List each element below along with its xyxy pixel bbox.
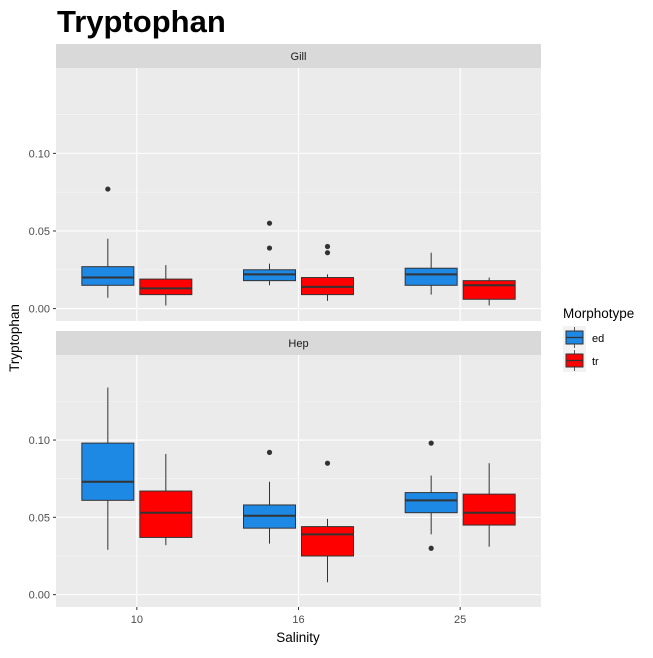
legend-label: tr <box>592 356 599 368</box>
y-tick-label: 0.10 <box>29 435 50 447</box>
box-body <box>404 492 458 514</box>
box-ed-10 <box>81 387 135 550</box>
y-tick-label: 0.00 <box>29 304 50 316</box>
y-tick-label: 0.00 <box>29 590 50 602</box>
facet-strip-label: Gill <box>291 51 307 63</box>
facet-strip-label: Hep <box>288 338 308 350</box>
box-body <box>81 266 135 286</box>
legend: ed tr <box>563 326 604 372</box>
outlier-point <box>105 186 111 192</box>
legend-item-ed: ed <box>563 326 604 349</box>
x-tick-label: 25 <box>454 614 466 626</box>
legend-title: Morphotype <box>563 306 634 321</box>
y-tick-label: 0.05 <box>29 512 50 524</box>
outlier-point <box>324 250 331 256</box>
outlier-point <box>324 460 331 466</box>
facet-strip <box>56 44 541 68</box>
x-tick-label: 16 <box>292 614 304 626</box>
y-tick-label: 0.10 <box>29 148 50 160</box>
legend-item-tr: tr <box>563 349 599 372</box>
y-tick-label: 0.05 <box>29 226 50 238</box>
box-body <box>81 442 135 501</box>
box-ed-25 <box>404 252 458 295</box>
x-tick-label: 10 <box>131 614 143 626</box>
box-body <box>462 493 516 526</box>
box-body <box>404 267 458 286</box>
x-axis-title: Salinity <box>276 630 320 645</box>
outlier-point <box>266 220 273 226</box>
box-body <box>462 280 516 300</box>
box-ed-10 <box>81 186 135 298</box>
facet-panels: Gill 0.00 0.05 0.10 Hep 0.00 0.05 0.10 10 16 25 <box>29 44 541 626</box>
box-tr-16 <box>301 243 354 301</box>
outlier-point <box>266 245 273 251</box>
box-ed-16 <box>243 220 296 286</box>
facet-panel-hep: Hep 0.00 0.05 0.10 <box>29 331 541 607</box>
outlier-point <box>428 440 434 446</box>
outlier-point <box>428 545 434 551</box>
box-tr-10 <box>139 453 193 546</box>
chart-title: Tryptophan <box>57 4 226 39</box>
box-tr-25 <box>462 277 516 306</box>
outlier-point <box>266 449 273 455</box>
facet-strip <box>56 331 541 355</box>
outlier-point <box>324 243 331 250</box>
legend-label: ed <box>592 333 604 345</box>
box-body <box>139 490 193 538</box>
box-ed-16 <box>243 449 296 544</box>
box-tr-10 <box>139 265 193 306</box>
box-tr-25 <box>462 463 516 547</box>
box-ed-25 <box>404 440 458 551</box>
box-tr-16 <box>301 460 354 583</box>
box-body <box>301 526 354 557</box>
facet-panel-gill: Gill 0.00 0.05 0.10 <box>29 44 541 321</box>
y-axis-title: Tryptophan <box>7 304 22 372</box>
x-axis: 10 16 25 <box>131 607 466 626</box>
box-body <box>139 278 193 296</box>
